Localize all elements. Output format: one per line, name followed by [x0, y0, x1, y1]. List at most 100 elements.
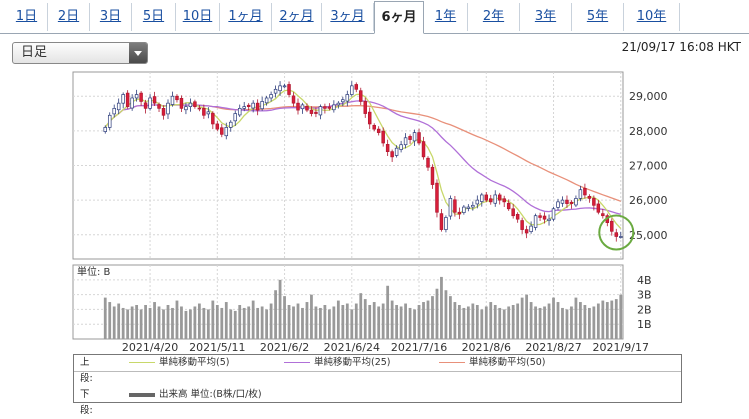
volume-bar: [399, 306, 403, 339]
volume-bar: [363, 299, 367, 339]
volume-bar: [103, 297, 107, 339]
volume-bar: [327, 309, 331, 339]
volume-bar: [453, 302, 457, 339]
candle-body: [430, 166, 435, 185]
volume-bar: [319, 307, 322, 339]
chevron-down-icon[interactable]: [129, 43, 147, 63]
candle-body: [134, 94, 139, 99]
interval-dropdown[interactable]: 日足: [12, 42, 148, 64]
candle-body: [412, 132, 417, 142]
candle-body: [139, 92, 143, 102]
volume-bar: [561, 307, 564, 339]
candle-body: [372, 124, 376, 130]
tab-period-6[interactable]: 2ヶ月: [272, 3, 322, 31]
volume-bar: [556, 302, 560, 339]
volume-bar: [498, 307, 502, 339]
candle-body: [533, 215, 538, 228]
tab-period-7[interactable]: 3ヶ月: [322, 3, 374, 31]
volume-bar: [162, 309, 165, 339]
candle-body: [323, 106, 327, 109]
tab-period-11[interactable]: 3年: [520, 3, 572, 31]
candle-body: [565, 199, 569, 204]
volume-bar: [489, 302, 493, 339]
candle-body: [296, 102, 300, 111]
volume-bar: [484, 306, 488, 339]
candle-body: [515, 213, 520, 220]
volume-bar: [189, 309, 192, 339]
x-tick-label: 2021/4/20: [122, 341, 178, 354]
candle-body: [260, 101, 264, 110]
candle-body: [439, 213, 444, 230]
candle-body: [497, 194, 502, 201]
volume-bar: [251, 300, 255, 339]
candle-body: [426, 157, 430, 168]
volume-bar: [197, 303, 201, 339]
volume-bar: [310, 294, 313, 339]
volume-bar: [440, 276, 443, 339]
tab-period-2[interactable]: 3日: [90, 3, 132, 31]
volume-bar: [471, 303, 475, 339]
candle-body: [542, 215, 547, 220]
price-tick-label: 28,000: [629, 125, 668, 138]
volume-bar: [224, 302, 228, 339]
legend-sma25-swatch: [284, 362, 310, 363]
candle-body: [125, 92, 130, 107]
volume-bar: [112, 306, 116, 339]
volume-bar: [435, 288, 439, 339]
volume-bar: [215, 305, 219, 339]
volume-bar: [175, 300, 179, 339]
candle-body: [237, 108, 242, 116]
price-tick-label: 25,000: [629, 229, 668, 242]
tab-period-4[interactable]: 10日: [176, 3, 220, 31]
candle-body: [569, 201, 574, 204]
volume-tick-label: 4B: [637, 274, 652, 287]
volume-bar: [377, 306, 381, 339]
tab-period-12[interactable]: 5年: [572, 3, 624, 31]
tab-period-0[interactable]: 1日: [6, 3, 48, 31]
candle-body: [376, 128, 381, 133]
price-tick-label: 27,000: [629, 160, 668, 173]
tab-period-13[interactable]: 10年: [624, 3, 680, 31]
tab-period-3[interactable]: 5日: [132, 3, 176, 31]
candle-body: [435, 182, 439, 213]
tab-period-10[interactable]: 2年: [468, 3, 520, 31]
candle-body: [457, 211, 462, 215]
legend-sma5-label: 単純移動平均(5): [159, 357, 230, 368]
candle-body: [278, 85, 282, 92]
volume-tick-label: 2B: [637, 303, 652, 316]
candle-body: [619, 236, 623, 238]
candle-body: [197, 107, 202, 110]
volume-bar: [552, 297, 555, 339]
volume-bar: [220, 307, 224, 339]
highlight-circle: [598, 214, 635, 251]
volume-bar: [202, 307, 206, 339]
candle-body: [529, 225, 533, 232]
volume-bar: [144, 305, 147, 339]
volume-bar: [610, 300, 614, 339]
candle-body: [314, 111, 318, 114]
legend-sma25-label: 単純移動平均(25): [314, 357, 391, 368]
volume-bar: [480, 309, 484, 339]
candle-body: [332, 104, 336, 111]
candle-body: [538, 215, 542, 218]
candle-body: [291, 95, 296, 104]
candle-body: [152, 96, 157, 104]
tab-period-9[interactable]: 1年: [424, 3, 468, 31]
candle-body: [421, 141, 426, 158]
candle-body: [471, 204, 475, 208]
candle-body: [202, 108, 206, 116]
volume-bar: [413, 309, 416, 339]
candle-body: [282, 85, 287, 88]
chart-legend: 上段: 単純移動平均(5) 単純移動平均(25) 単純移動平均(50) 下段: …: [73, 354, 682, 416]
candle-body: [300, 104, 305, 110]
candle-body: [229, 121, 233, 128]
tab-period-8[interactable]: 6ヶ月: [374, 1, 424, 34]
tab-period-1[interactable]: 2日: [48, 3, 90, 31]
candle-body: [170, 95, 175, 105]
candle-body: [255, 102, 260, 111]
candle-body: [103, 127, 107, 132]
candle-body: [466, 206, 471, 209]
volume-bar: [278, 279, 282, 339]
tab-period-5[interactable]: 1ヶ月: [220, 3, 272, 31]
